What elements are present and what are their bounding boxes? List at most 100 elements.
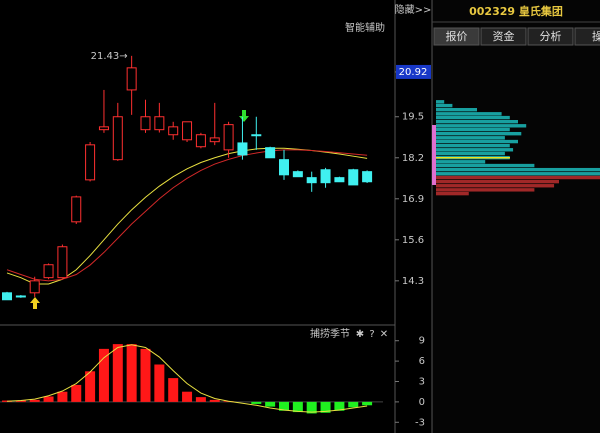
profile-bar bbox=[436, 188, 535, 192]
candle-body bbox=[306, 177, 317, 184]
candle-body bbox=[237, 142, 248, 156]
tick-highlight bbox=[396, 64, 431, 79]
indicator-bar bbox=[320, 401, 331, 413]
profile-bar bbox=[436, 100, 445, 104]
candle-body bbox=[43, 264, 54, 279]
candle-body bbox=[348, 169, 359, 186]
profile-bar bbox=[436, 139, 518, 144]
candle-body bbox=[292, 171, 303, 178]
candle-body bbox=[112, 116, 123, 161]
stock-name: 002329 皇氏集团 bbox=[469, 4, 563, 18]
profile-bar bbox=[436, 127, 510, 132]
candle-body bbox=[71, 196, 82, 223]
y-tick-label: 16.9 bbox=[402, 194, 424, 205]
indicator-bar bbox=[154, 364, 165, 402]
candle-body bbox=[168, 126, 179, 136]
indicator-button[interactable]: ? bbox=[369, 329, 374, 340]
profile-bar bbox=[436, 151, 505, 156]
y-tick-label: 3 bbox=[419, 377, 425, 388]
profile-bar bbox=[436, 124, 527, 128]
profile-bar bbox=[436, 160, 486, 164]
indicator-bar bbox=[85, 371, 96, 402]
profile-bar bbox=[436, 175, 600, 180]
buy-arrow bbox=[30, 297, 40, 309]
indicator-bar bbox=[265, 401, 276, 407]
y-tick-label: 14.3 bbox=[402, 276, 424, 287]
right-panel bbox=[432, 0, 600, 433]
hide-button[interactable]: 隐藏>> bbox=[395, 4, 432, 16]
indicator-bar bbox=[348, 401, 359, 408]
candle-body bbox=[223, 124, 234, 151]
indicator-bar bbox=[306, 401, 317, 414]
candle-body bbox=[362, 171, 373, 183]
candle-body bbox=[209, 137, 220, 143]
y-tick-label: 9 bbox=[419, 336, 425, 347]
indicator-bar bbox=[29, 399, 40, 402]
indicator-bar bbox=[98, 348, 109, 402]
indicator-bar bbox=[57, 391, 68, 402]
candle-body bbox=[154, 116, 165, 131]
candle-body bbox=[265, 147, 276, 159]
tab[interactable] bbox=[527, 27, 574, 46]
profile-bar bbox=[436, 112, 502, 116]
candle-body bbox=[85, 144, 96, 181]
chart-title: 智能辅助 bbox=[345, 21, 385, 34]
indicator-bar bbox=[334, 401, 345, 411]
indicator-bar bbox=[362, 401, 373, 406]
profile-bar bbox=[436, 108, 477, 112]
indicator-bar bbox=[292, 401, 303, 413]
indicator-bar bbox=[71, 384, 82, 402]
profile-bar bbox=[436, 163, 535, 168]
y-tick-label: 20.92 bbox=[399, 67, 428, 78]
indicator-button[interactable]: ✕ bbox=[380, 329, 388, 340]
candle-body bbox=[334, 177, 345, 183]
tab[interactable] bbox=[480, 27, 527, 46]
candle-body bbox=[2, 292, 12, 301]
candle-body bbox=[279, 159, 289, 176]
profile-bar bbox=[436, 148, 514, 152]
indicator-button[interactable]: ✱ bbox=[356, 329, 364, 340]
indicator-bar bbox=[251, 401, 262, 404]
indicator-bar bbox=[209, 399, 220, 402]
profile-bar bbox=[436, 131, 522, 136]
tab[interactable] bbox=[433, 27, 480, 46]
profile-marker bbox=[432, 125, 436, 185]
candle-body bbox=[57, 246, 68, 279]
candle-body bbox=[126, 67, 137, 91]
candle-body bbox=[251, 134, 262, 137]
indicator-bar bbox=[279, 401, 289, 411]
profile-bar bbox=[436, 119, 518, 124]
indicator-bar bbox=[15, 400, 26, 402]
indicator-line bbox=[6, 344, 368, 413]
candle-body bbox=[98, 126, 109, 131]
tab-label[interactable]: 操 bbox=[592, 29, 600, 43]
indicator-bar bbox=[112, 344, 123, 402]
indicator-bar bbox=[43, 396, 54, 402]
y-tick-label: 15.6 bbox=[402, 235, 424, 246]
candle-body bbox=[140, 116, 151, 131]
profile-bar bbox=[436, 136, 505, 140]
candle-body bbox=[15, 295, 26, 298]
y-tick-label: 19.5 bbox=[402, 112, 424, 123]
candle-body bbox=[182, 121, 193, 141]
tab-label[interactable]: 资金 bbox=[493, 29, 515, 43]
y-tick-label: 0 bbox=[419, 397, 425, 408]
profile-bar bbox=[436, 103, 453, 108]
tab-label[interactable]: 报价 bbox=[446, 29, 468, 43]
high-label: 21.43→ bbox=[91, 51, 128, 62]
indicator-bar bbox=[168, 378, 179, 402]
profile-bar bbox=[436, 172, 600, 176]
indicator-bar bbox=[126, 344, 137, 402]
y-tick-label: 18.2 bbox=[402, 153, 424, 164]
y-tick-label: -3 bbox=[415, 417, 425, 428]
tab-label[interactable]: 分析 bbox=[540, 29, 562, 43]
profile-bar bbox=[436, 143, 510, 148]
profile-bar bbox=[436, 179, 559, 184]
profile-bar bbox=[436, 191, 469, 196]
profile-bar bbox=[436, 115, 510, 120]
indicator-bar bbox=[195, 397, 206, 402]
indicator-bar bbox=[140, 348, 151, 402]
tab[interactable] bbox=[574, 27, 600, 46]
